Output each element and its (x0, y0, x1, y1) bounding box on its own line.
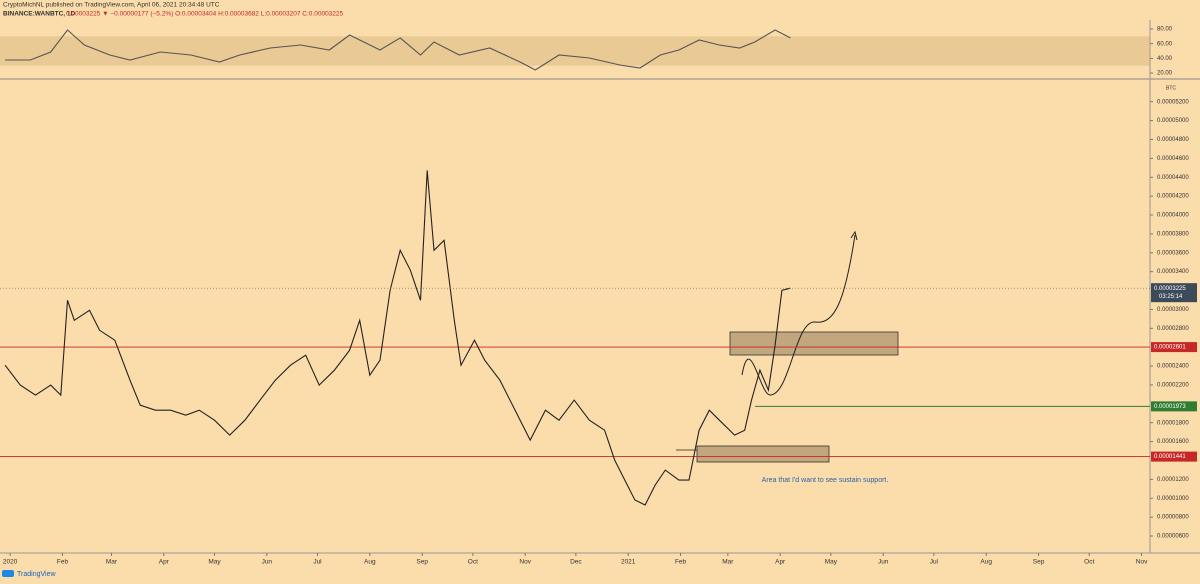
x-tick-label: Apr (159, 559, 170, 566)
zone-box (729, 331, 899, 356)
brand-logo (2, 570, 14, 577)
symbol: BINANCE:WANBTC, 1D (3, 11, 76, 18)
y-tick-label: 0.00000800 (1157, 515, 1189, 521)
x-tick-label: Oct (1084, 559, 1094, 566)
x-tick-label: May (825, 559, 838, 566)
x-tick-label: Aug (364, 559, 376, 566)
annotation: Area that I'd want to see sustain suppor… (762, 477, 889, 484)
axis-unit: BTC (1166, 85, 1176, 91)
rsi-band (0, 36, 1150, 66)
level-tag (1151, 401, 1197, 412)
x-tick-label: Dec (570, 559, 582, 566)
y-tick-label: 80.00 (1157, 27, 1173, 33)
x-tick-label: Aug (980, 559, 992, 566)
x-tick-label: Feb (675, 559, 687, 566)
y-tick-label: 0.00003000 (1157, 307, 1189, 313)
y-tick-label: 0.00004800 (1157, 137, 1189, 143)
x-tick-label: Nov (1136, 559, 1148, 566)
y-tick-label: 0.00001000 (1157, 496, 1189, 502)
level-label: 0.00001973 (1154, 404, 1186, 410)
y-tick-label: 0.00005000 (1157, 118, 1189, 124)
x-tick-label: Jul (313, 559, 322, 566)
x-tick-label: Nov (519, 559, 531, 566)
quote: 0.00003225 ▼ −0.00000177 (−5.2%) O:0.000… (66, 11, 344, 18)
y-tick-label: 0.00003800 (1157, 231, 1189, 237)
price-line (4, 170, 791, 506)
x-tick-label: Mar (106, 559, 118, 566)
y-tick-label: 20.00 (1157, 71, 1173, 77)
x-tick-label: 2020 (3, 559, 18, 566)
x-tick-label: Mar (722, 559, 734, 566)
y-tick-label: 0.00002800 (1157, 326, 1189, 332)
y-tick-label: 40.00 (1157, 56, 1173, 62)
y-tick-label: 0.00002200 (1157, 383, 1189, 389)
x-tick-label: Jul (930, 559, 939, 566)
y-tick-label: 0.00002400 (1157, 364, 1189, 370)
publisher: CryptoMichNL published on TradingView.co… (3, 2, 220, 9)
x-tick-label: Sep (416, 559, 428, 566)
y-tick-label: 0.00004000 (1157, 213, 1189, 219)
price-pane: 0.00005200 0.00005000 0.00004800 0.00004600… (0, 85, 1197, 566)
last-price-label: 0.00003225 (1154, 286, 1186, 292)
x-tick-label: Feb (57, 559, 69, 566)
x-tick-label: Jun (262, 559, 273, 566)
level-label: 0.00001441 (1154, 454, 1186, 460)
y-tick-label: 0.00001800 (1157, 420, 1189, 426)
price-line (5, 29, 791, 71)
arrow-head (850, 230, 858, 241)
y-tick-label: 0.00004400 (1157, 175, 1189, 181)
zone-box (696, 445, 830, 463)
y-tick-label: 0.00005200 (1157, 99, 1189, 105)
y-tick-label: 0.00001600 (1157, 439, 1189, 445)
x-tick-label: Sep (1033, 559, 1045, 566)
y-tick-label: 0.00001200 (1157, 477, 1189, 483)
y-tick-label: 60.00 (1157, 41, 1173, 47)
x-tick-label: Apr (775, 559, 786, 566)
brand: TradingView (17, 571, 56, 578)
level-tag (1151, 451, 1197, 462)
level-label: 0.00002601 (1154, 345, 1186, 351)
projection-arrow (741, 234, 856, 396)
x-tick-label: Oct (468, 559, 478, 566)
x-tick-label: 2021 (621, 559, 636, 566)
y-tick-label: 0.00003600 (1157, 250, 1189, 256)
level-tag (1151, 342, 1197, 353)
y-tick-label: 0.00003400 (1157, 269, 1189, 275)
x-tick-label: Jun (878, 559, 889, 566)
x-tick-label: May (208, 559, 221, 566)
y-tick-label: 0.00004600 (1157, 156, 1189, 162)
last-price-tag (1151, 283, 1197, 303)
countdown: 03:25:14 (1159, 294, 1183, 300)
y-tick-label: 0.00000600 (1157, 534, 1189, 540)
y-tick-label: 0.00004200 (1157, 194, 1189, 200)
rsi-pane: 80.00 60.00 40.00 20.00 (0, 27, 1173, 77)
